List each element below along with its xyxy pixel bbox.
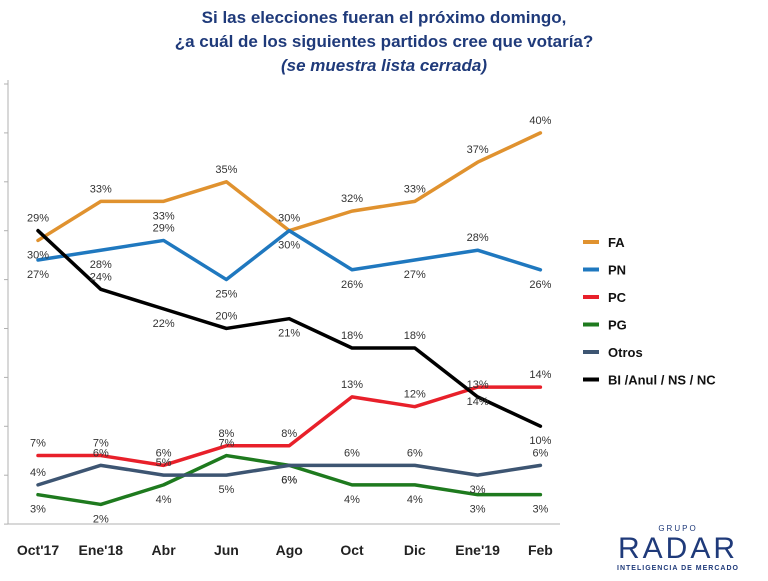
legend-label: PN (608, 263, 626, 278)
title-line-2: ¿a cuál de los siguientes partidos cree … (174, 32, 594, 51)
logo-name: RADAR (617, 532, 738, 565)
data-label: 37% (467, 144, 489, 156)
x-tick-label: Oct (340, 542, 364, 558)
data-label: 4% (156, 494, 172, 506)
data-label: 14% (467, 396, 489, 408)
data-label: 6% (156, 447, 172, 459)
data-label: 13% (467, 379, 489, 391)
data-label: 8% (281, 428, 297, 440)
data-label: 30% (278, 213, 300, 225)
legend-label: PG (608, 318, 627, 333)
data-label: 26% (529, 279, 551, 291)
data-label: 30% (27, 249, 49, 261)
data-label: 7% (30, 438, 46, 450)
x-tick-label: Ene'19 (455, 542, 500, 558)
data-label: 7% (93, 438, 109, 450)
data-label: 7% (218, 438, 234, 450)
title-line-1: Si las elecciones fueran el próximo domi… (201, 8, 567, 27)
data-label: 4% (344, 494, 360, 506)
x-tick-label: Feb (528, 542, 553, 558)
data-label: 33% (90, 183, 112, 195)
data-label: 26% (341, 279, 363, 291)
series-line-pc (36, 385, 543, 468)
data-label: 5% (218, 484, 234, 496)
data-label: 20% (215, 310, 237, 322)
radar-logo: GRUPO RADAR INTELIGENCIA DE MERCADO (608, 524, 748, 573)
logo-tagline: INTELIGENCIA DE MERCADO (617, 565, 739, 572)
legend-label: FA (608, 235, 625, 250)
data-label: 29% (153, 222, 175, 234)
x-tick-label: Jun (214, 542, 239, 558)
data-label: 6% (407, 447, 423, 459)
legend-label: Otros (608, 345, 643, 360)
series-line-bi-anul-ns-nc (36, 228, 543, 428)
data-label: 6% (93, 447, 109, 459)
data-label: 2% (93, 513, 109, 525)
series-line-pn (36, 228, 543, 282)
legend-label: PC (608, 290, 627, 305)
data-label: 18% (404, 330, 426, 342)
data-label: 13% (341, 379, 363, 391)
chart-title: Si las elecciones fueran el próximo domi… (0, 6, 768, 78)
data-label: 4% (30, 467, 46, 479)
title-line-3: (se muestra lista cerrada) (281, 56, 487, 75)
series-line-otros (36, 463, 543, 487)
data-label: 33% (404, 183, 426, 195)
data-label: 6% (344, 447, 360, 459)
x-tick-label: Ene'18 (79, 542, 124, 558)
x-tick-label: Dic (404, 542, 426, 558)
data-label: 10% (529, 435, 551, 447)
data-label: 3% (470, 504, 486, 516)
data-label: 4% (407, 494, 423, 506)
data-label: 3% (532, 504, 548, 516)
data-label: 3% (30, 504, 46, 516)
x-tick-label: Ago (276, 542, 303, 558)
data-label: 35% (215, 164, 237, 176)
data-label: 12% (404, 389, 426, 401)
data-label: 3% (470, 484, 486, 496)
data-label: 28% (467, 232, 489, 244)
data-label: 32% (341, 193, 363, 205)
data-label: 40% (529, 115, 551, 127)
data-label: 27% (404, 269, 426, 281)
data-label: 18% (341, 330, 363, 342)
data-label: 22% (153, 318, 175, 330)
data-label: 30% (278, 240, 300, 252)
data-label: 21% (278, 328, 300, 340)
data-label: 14% (529, 369, 551, 381)
logo-top-text: GRUPO (658, 524, 698, 533)
data-label: 6% (281, 474, 297, 486)
x-tick-label: Abr (152, 542, 177, 558)
legend-label: BI /Anul / NS / NC (608, 373, 716, 388)
data-label: 25% (215, 289, 237, 301)
data-label: 33% (153, 210, 175, 222)
data-label: 24% (90, 271, 112, 283)
data-label: 29% (27, 213, 49, 225)
data-label: 6% (532, 447, 548, 459)
data-label: 28% (90, 259, 112, 271)
data-label: 8% (218, 428, 234, 440)
x-tick-label: Oct'17 (17, 542, 59, 558)
data-label: 5% (156, 457, 172, 469)
data-label: 27% (27, 269, 49, 281)
data-label: 6% (281, 474, 297, 486)
